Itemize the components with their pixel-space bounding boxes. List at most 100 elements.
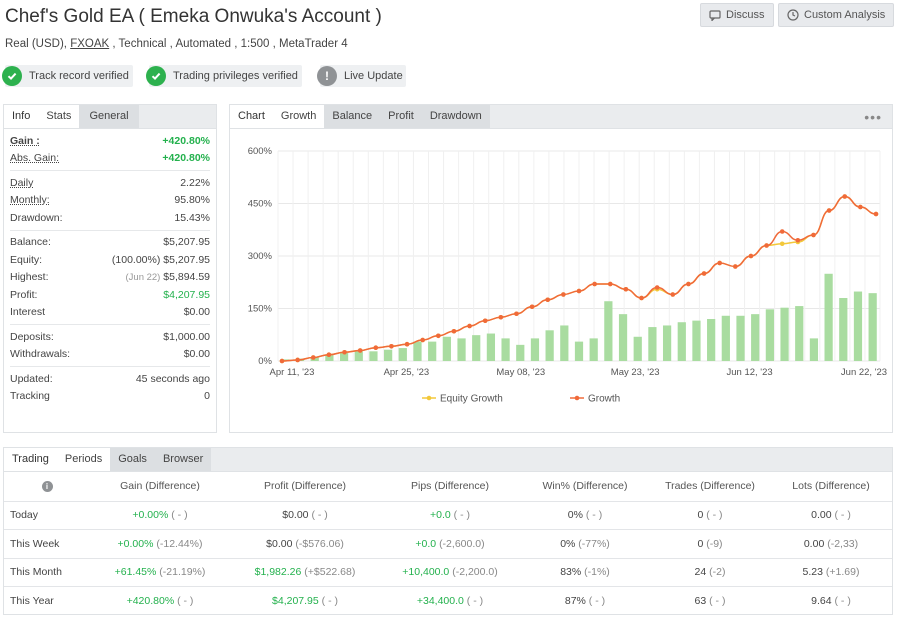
- win-diff: (-77%): [578, 537, 610, 550]
- bar: [398, 348, 407, 361]
- data-point: [514, 311, 519, 317]
- bar: [662, 325, 672, 361]
- pips-diff: ( - ): [466, 595, 484, 607]
- win-value: 83%: [560, 566, 582, 579]
- trading-privileges-label: Trading privileges verified: [173, 70, 298, 82]
- tab-periods[interactable]: Periods: [56, 448, 111, 471]
- withdrawals-label: Withdrawals:: [10, 348, 71, 361]
- trades-cell: 0 ( - ): [650, 501, 770, 530]
- data-point: [873, 211, 879, 217]
- equity-percent: (100.00%): [111, 253, 161, 266]
- updated-value: 45 seconds ago: [135, 372, 210, 385]
- equity-value: $5,207.95: [163, 253, 210, 266]
- data-point: [545, 297, 551, 303]
- win-diff: ( - ): [588, 595, 606, 607]
- tab-general[interactable]: General: [79, 105, 139, 128]
- data-point: [451, 328, 457, 334]
- pips-diff: (-2,600.0): [439, 537, 485, 550]
- pips-value: +34,400.0: [416, 595, 464, 607]
- bar: [692, 320, 701, 361]
- drawdown-label: Drawdown:: [10, 211, 63, 224]
- highest-date: (Jun 22): [125, 272, 161, 284]
- daily-label: Daily: [10, 176, 34, 189]
- bar: [384, 349, 393, 361]
- legend-label: Growth: [588, 394, 620, 405]
- data-point: [357, 348, 363, 353]
- data-point: [607, 281, 613, 287]
- trades-value: 24: [694, 566, 707, 579]
- x-tick-label: May 23, '23: [611, 367, 660, 378]
- lots-value: 0.00: [803, 537, 825, 550]
- data-point: [404, 341, 410, 347]
- tab-stats[interactable]: Stats: [38, 105, 80, 128]
- bar: [574, 341, 584, 361]
- chart-tabs: Chart Growth Balance Profit Drawdown: [230, 105, 892, 129]
- bar: [677, 322, 686, 361]
- period-label: This Month: [4, 558, 90, 587]
- tab-drawdown[interactable]: Drawdown: [421, 105, 490, 128]
- stat-equity: Equity: (100.00%) $5,207.95: [10, 251, 210, 269]
- data-point: [779, 241, 785, 247]
- info-icon[interactable]: i: [41, 481, 53, 493]
- win-cell: 0% ( - ): [520, 501, 650, 530]
- highest-value: $5,894.59: [163, 271, 210, 284]
- periods-panel: Trading Periods Goals Browser i Gain (Di…: [3, 447, 893, 615]
- data-point: [842, 194, 848, 199]
- tab-chart[interactable]: Chart: [230, 105, 273, 128]
- tab-browser[interactable]: Browser: [154, 448, 212, 471]
- tab-balance[interactable]: Balance: [324, 105, 381, 128]
- deposits-value: $1,000.00: [163, 330, 210, 343]
- periods-header-row: i Gain (Difference) Profit (Difference) …: [4, 472, 892, 502]
- trading-privileges-badge: Trading privileges verified: [146, 65, 302, 87]
- stat-monthly: Monthly: 95.80%: [10, 192, 210, 210]
- pips-value: +0.0: [415, 537, 437, 550]
- clock-icon: [787, 9, 799, 21]
- tab-info[interactable]: Info: [4, 105, 39, 128]
- win-diff: (-1%): [584, 566, 610, 579]
- gain-diff: (-12.44%): [156, 537, 203, 550]
- trades-diff: (-2): [709, 566, 726, 579]
- profit-diff: ( - ): [311, 509, 328, 522]
- gain-cell: +61.45% (-21.19%): [90, 558, 230, 587]
- gain-cell: +0.00% (-12.44%): [90, 529, 230, 559]
- custom-analysis-button[interactable]: Custom Analysis: [778, 3, 895, 27]
- pips-cell: +0.0 ( - ): [380, 501, 520, 530]
- trades-value: 0: [697, 509, 704, 522]
- lots-diff: (-2,33): [827, 537, 859, 550]
- x-tick-label: Jun 22, '23: [841, 367, 887, 378]
- trades-diff: (-9): [706, 537, 723, 550]
- profit-diff: (+$522.68): [304, 566, 356, 579]
- data-point: [482, 318, 488, 324]
- tab-trading[interactable]: Trading: [4, 448, 57, 471]
- table-row: Today +0.00% ( - ) $0.00 ( - ) +0.0 ( - …: [4, 501, 892, 530]
- discuss-button[interactable]: Discuss: [700, 3, 774, 27]
- bar: [516, 344, 525, 361]
- equity-label: Equity:: [10, 253, 43, 266]
- data-point: [389, 344, 394, 349]
- data-point: [310, 355, 316, 360]
- more-options-icon[interactable]: •••: [864, 109, 882, 125]
- y-tick-label: 600%: [248, 146, 273, 157]
- account-type: Real (USD),: [5, 38, 71, 50]
- stat-drawdown: Drawdown: 15.43%: [10, 209, 210, 227]
- data-point: [342, 349, 347, 355]
- broker-link[interactable]: FXOAK: [70, 38, 110, 50]
- growth-chart: 600% 450% 300% 150% 0%Apr 11, '23 Apr 25, '23…: [248, 146, 887, 405]
- bar: [442, 336, 451, 361]
- x-tick-label: Apr 11, '23: [270, 367, 315, 378]
- discuss-label: Discuss: [726, 9, 765, 21]
- bar: [868, 293, 877, 361]
- win-cell: 87% ( - ): [520, 587, 650, 616]
- column-header: Trades (Difference): [650, 472, 770, 502]
- trades-cell: 24 (-2): [650, 558, 770, 587]
- tab-profit[interactable]: Profit: [380, 105, 422, 128]
- tab-goals[interactable]: Goals: [110, 448, 155, 471]
- data-point: [420, 337, 425, 343]
- table-row: This Year +420.80% ( - ) $4,207.95 ( - )…: [4, 587, 892, 616]
- lots-cell: 9.64 ( - ): [770, 587, 892, 616]
- data-point: [811, 232, 816, 238]
- stats-panel: Info Stats General Gain : +420.80% Abs. G…: [3, 104, 217, 433]
- tab-growth[interactable]: Growth: [272, 105, 325, 128]
- period-label: This Year: [10, 595, 54, 607]
- profit-diff: ( - ): [321, 595, 338, 607]
